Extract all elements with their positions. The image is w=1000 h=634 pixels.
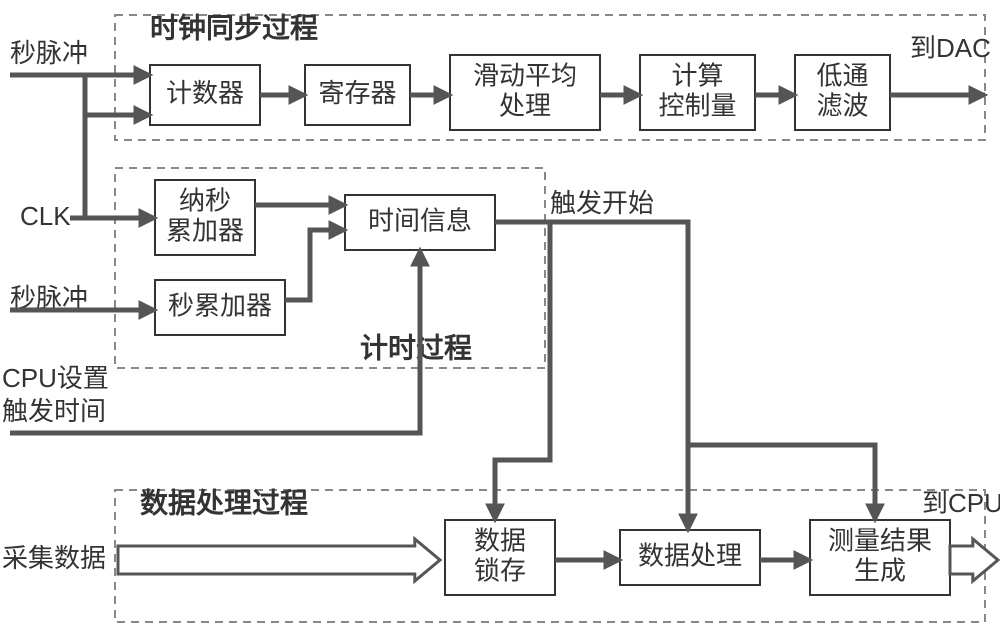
box-text-slide-1: 处理 (499, 90, 551, 120)
box-text-calc-1: 控制量 (658, 90, 736, 120)
box-text-counter-0: 计数器 (166, 78, 244, 108)
arrow-13 (495, 222, 688, 530)
label-acq: 采集数据 (2, 543, 106, 573)
label-clk: CLK (20, 201, 71, 231)
box-text-ns_acc-0: 纳秒 (179, 185, 231, 215)
arrow-15 (688, 445, 875, 520)
box-text-lpf-1: 滤波 (816, 90, 868, 120)
box-text-s_acc-0: 秒累加器 (168, 290, 272, 320)
arrow-11 (285, 230, 345, 300)
box-text-latch-0: 数据 (474, 525, 526, 555)
label-to_cpu: 到CPU (922, 488, 1000, 518)
box-text-timeinfo-0: 时间信息 (368, 205, 472, 235)
box-text-ns_acc-1: 累加器 (166, 215, 244, 245)
label-sec_pulse1: 秒脉冲 (10, 38, 88, 68)
box-text-register-0: 寄存器 (318, 78, 396, 108)
box-text-latch-1: 锁存 (474, 555, 526, 585)
box-text-lpf-0: 低通 (816, 60, 868, 90)
box-text-slide-0: 滑动平均 (473, 60, 577, 90)
box-text-calc-0: 计算 (671, 60, 723, 90)
label-cpu_set2: 触发时间 (2, 396, 106, 426)
hollow-arrow-0 (118, 539, 440, 581)
arrow-14 (495, 222, 550, 520)
region-title-sync: 时钟同步过程 (150, 12, 318, 43)
label-cpu_set1: CPU设置 (2, 363, 109, 393)
box-text-result-1: 生成 (854, 555, 906, 585)
region-title-proc: 数据处理过程 (140, 487, 308, 518)
hollow-arrow-1 (950, 539, 998, 581)
label-to_dac: 到DAC (910, 33, 991, 63)
label-trig_start: 触发开始 (550, 188, 654, 218)
region-title-timer: 计时过程 (360, 332, 472, 363)
box-text-dproc-0: 数据处理 (638, 540, 742, 570)
box-text-result-0: 测量结果 (828, 525, 932, 555)
arrow-1 (85, 75, 150, 115)
